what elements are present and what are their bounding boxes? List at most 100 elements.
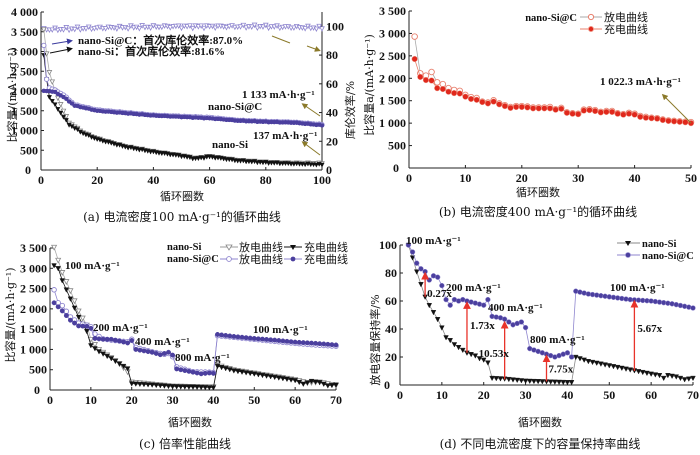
panel-d-series-si-point — [656, 373, 663, 379]
panel-c-series-si-charge-point — [178, 384, 184, 390]
panel-d-series-si-point — [660, 375, 667, 382]
x-tick-label: 70 — [687, 388, 699, 402]
panel-a-series-si-charge-point — [58, 110, 64, 116]
panel-c-series-si-discharge-point — [59, 270, 66, 276]
panel-d-series-si-point — [460, 347, 466, 354]
panel-a-series-si-discharge-point — [57, 102, 64, 108]
panel-c-legend-si-discharge-marker — [225, 244, 233, 251]
panel-a-series-ce-point — [54, 27, 61, 34]
panel-d-series-sic-point — [435, 274, 441, 280]
panel-c-series-si-charge-point — [137, 381, 143, 388]
panel-d-series-si-point — [564, 380, 571, 386]
y-tick-label: 1 500 — [11, 104, 38, 118]
panel-c-series-si-discharge-point — [55, 257, 62, 264]
panel-c-series-sic-charge-point — [178, 367, 184, 373]
panel-b-series-charge-point — [620, 111, 627, 118]
panel-a-series-ce-point — [319, 26, 325, 32]
panel-a-series-si-charge-point — [41, 53, 47, 58]
panel-c-series-si-charge-point — [112, 358, 119, 365]
y-tick-label: 20 — [385, 350, 397, 364]
panel-d-series-si-point — [593, 360, 600, 366]
panel-d-series-sic-point — [418, 266, 424, 272]
panel-a-caption: (a) 电流密度100 mA·g⁻¹的循环曲线 — [83, 209, 281, 224]
panel-c-series-si-charge-point — [276, 375, 282, 381]
x-tick-label: 30 — [167, 393, 179, 407]
panel-c-series-sic-charge-point — [96, 336, 102, 342]
panel-c-annotation-200: 200 mA·g⁻¹ — [93, 322, 148, 334]
panel-d-ratio-label: 10.53x — [479, 348, 510, 360]
panel-d-series-si-point — [510, 377, 516, 383]
panel-b-series-charge-point — [676, 118, 683, 125]
panel-b-series-charge-point — [479, 99, 486, 106]
panel-c-series-si-charge-point — [124, 366, 131, 372]
panel-d-legend-sic: nano-Si@C — [642, 251, 694, 262]
panel-d-annotation-400: 400 mA·g⁻¹ — [488, 302, 543, 314]
panel-c-series-sic-charge-point — [321, 341, 327, 347]
panel-d-series-si-point — [606, 363, 613, 369]
panel-d-series-si-point — [610, 364, 617, 370]
panel-c-legend-sic-discharge-marker — [226, 256, 232, 262]
panel-a-series-ce-point — [195, 24, 202, 30]
panel-a-series-ce-point — [212, 25, 219, 31]
panel-c-series-si-charge-point — [108, 356, 115, 362]
panel-a-annotation-sic-label: nano-Si@C — [208, 101, 262, 113]
panel-a-series-ce-point — [102, 26, 109, 32]
panel-d-series-si-point — [472, 353, 479, 359]
panel-b-annotation-1022: 1 022.3 mA·h·g⁻¹ — [600, 76, 681, 88]
panel-d-annotation-200: 200 mA·g⁻¹ — [446, 282, 501, 294]
panel-b-series-charge-point — [496, 101, 503, 108]
panel-c-series-sic-charge-point — [313, 340, 319, 346]
panel-c-series-si-charge-point — [75, 314, 82, 321]
panel-c-legend-si-discharge: 放电曲线 — [239, 240, 283, 254]
panel-d-series-sic-point — [426, 277, 432, 283]
panel-a-series-ce-point — [262, 22, 269, 29]
panel-a-series-si-charge-point — [46, 95, 52, 100]
panel-c-series-si-charge-point — [71, 305, 78, 311]
panel-c-series-sic-charge-point — [231, 333, 237, 339]
panel-d-series-si-point — [690, 375, 696, 382]
panel-c-series-si-charge-point — [267, 374, 274, 380]
panel-c-series-si-charge-point — [153, 382, 159, 389]
panel-a-xlabel: 循环圈数 — [160, 190, 204, 203]
panel-b-series-charge-point — [524, 104, 531, 111]
panel-a-series-si-discharge-point — [40, 27, 47, 33]
panel-c-series-si-charge-point — [202, 385, 208, 391]
panel-c-series-si-charge-point — [186, 384, 192, 390]
panel-c-series-sic-charge-point — [125, 340, 131, 346]
panel-c-legend-sic-charge-marker — [290, 256, 296, 262]
panel-b-series-charge-point — [428, 77, 435, 84]
panel-a-series-ce-point — [271, 24, 278, 30]
panel-d-ratio-label: 7.75x — [549, 363, 574, 375]
panel-b-series-charge-point — [456, 90, 463, 97]
panel-c-plot: 0 10 20 30 40 50 60 70 0 500 1 000 1 500 2 000 2 500 3… — [20, 241, 342, 407]
panel-d-series-si-point — [414, 269, 420, 275]
panel-b-series-charge-point — [654, 115, 661, 122]
y-tick-label: 2 500 — [11, 64, 38, 78]
y2-tick-label: 0 — [326, 163, 332, 177]
panel-c-series-si-charge-point — [288, 377, 294, 383]
panel-d-series-si-point — [489, 375, 495, 382]
panel-d-series-si-point — [640, 370, 646, 376]
panel-c-series-sic-charge-point — [194, 370, 200, 376]
panel-a-series-ce-point — [251, 22, 258, 29]
panel-c-annotation-800: 800 mA·g⁻¹ — [175, 352, 230, 364]
panel-d-series-si-point — [602, 362, 608, 368]
panel-a-annotation-sic-efficiency: nano-Si@C：首次库伦效率:87.0% — [78, 33, 243, 47]
x-tick-label: 20 — [478, 388, 490, 402]
panel-c-series-sic-charge-point — [51, 300, 57, 306]
panel-d-series-si-point — [623, 366, 629, 372]
panel-d-series-sic-point — [518, 319, 525, 325]
panel-c-series-sic-charge-point — [161, 351, 167, 356]
panel-d-series-sic-point — [522, 324, 529, 331]
panel-c-series-si-charge-point — [280, 376, 286, 382]
panel-c-series-si-charge-point — [55, 266, 61, 272]
panel-c-series-sic-charge-point — [157, 352, 163, 358]
panel-c-series-si-charge-point — [206, 385, 213, 391]
panel-c-series-sic-charge-point — [112, 337, 118, 343]
panel-d-series-si-point — [527, 378, 533, 385]
panel-a-series-si-charge-point — [319, 162, 325, 168]
panel-c-series-sic-charge-point — [227, 333, 233, 339]
panel-d-series-si-point — [506, 377, 512, 383]
panel-c-series-sic-charge-point — [72, 320, 77, 326]
